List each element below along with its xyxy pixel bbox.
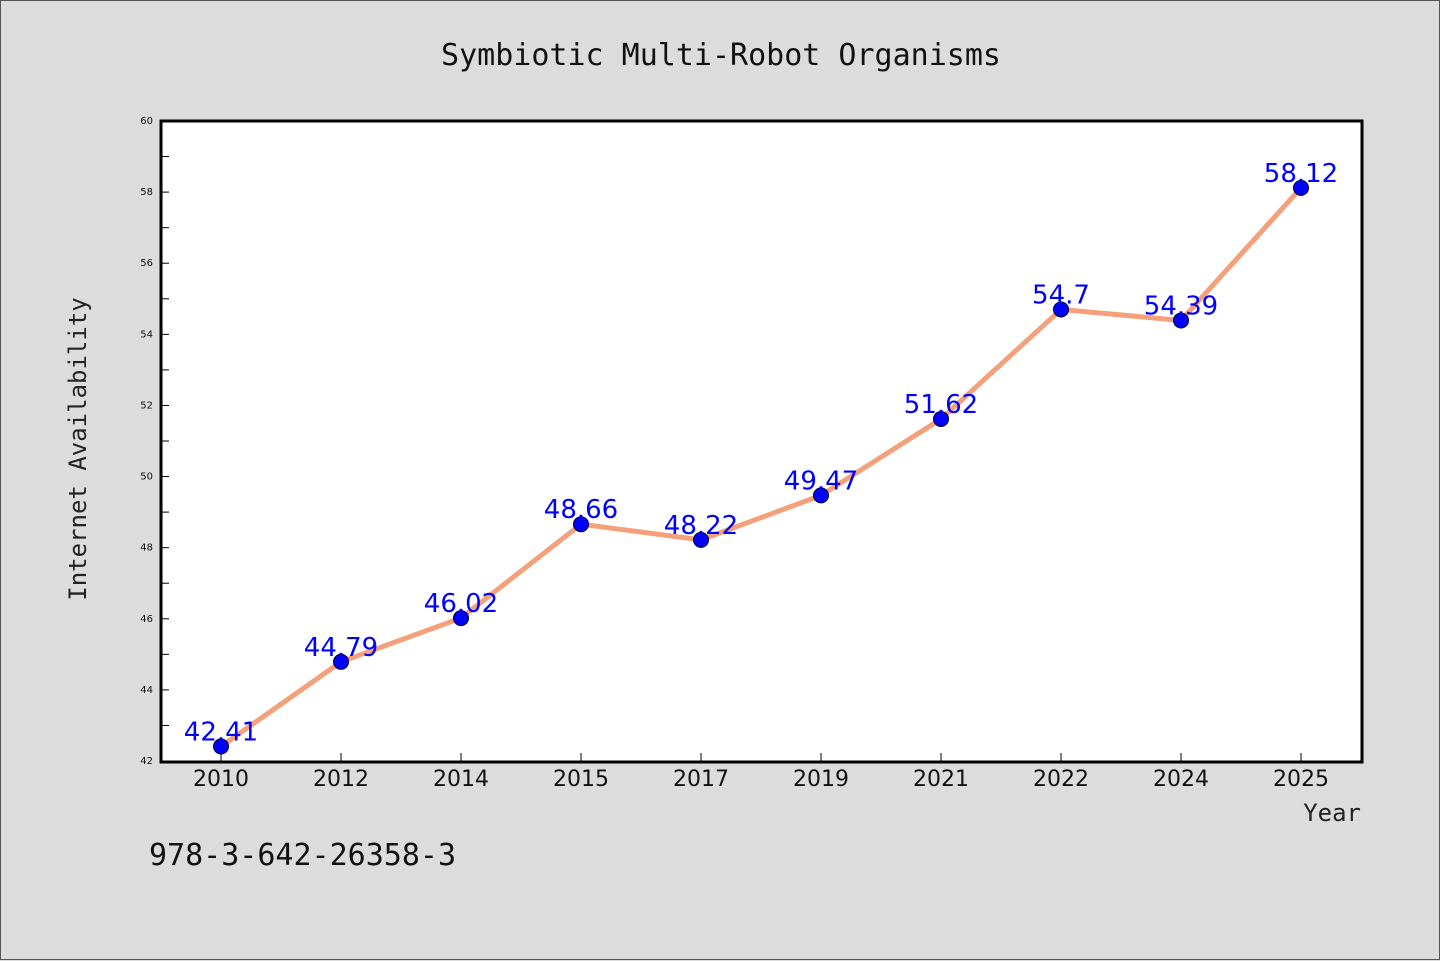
x-tick-label: 2010 — [193, 767, 249, 792]
x-tick-label: 2022 — [1033, 767, 1089, 792]
x-tick-label: 2015 — [553, 767, 609, 792]
y-tick-label: 50 — [140, 472, 153, 483]
data-label: 58.12 — [1264, 159, 1338, 189]
data-label: 48.66 — [544, 495, 618, 525]
data-point — [333, 653, 349, 670]
y-tick-label: 42 — [140, 756, 153, 767]
y-axis-ticks: 42 44 46 48 50 52 54 56 58 60 — [140, 116, 169, 767]
data-point — [933, 410, 949, 427]
isbn-text: 978-3-642-26358-3 — [149, 838, 456, 873]
y-tick-label: 44 — [140, 685, 153, 696]
data-point — [1293, 179, 1309, 196]
data-point — [213, 738, 229, 755]
data-point — [693, 531, 709, 548]
x-tick-label: 2014 — [433, 767, 489, 792]
data-label: 54.7 — [1032, 280, 1090, 310]
data-point — [573, 516, 589, 533]
data-labels: 42.41 44.79 46.02 48.66 48.22 49.47 51.62 54.7 5… — [184, 159, 1338, 748]
x-tick-label: 2012 — [313, 767, 369, 792]
y-tick-label: 54 — [140, 329, 153, 340]
series-line — [219, 186, 1303, 749]
chart-title: Symbiotic Multi-Robot Organisms — [441, 38, 1001, 73]
x-tick-label: 2017 — [673, 767, 729, 792]
y-tick-label: 56 — [140, 258, 153, 269]
y-tick-label: 46 — [140, 614, 153, 625]
data-point — [453, 610, 469, 627]
y-tick-label: 58 — [140, 187, 153, 198]
series-line-group — [213, 179, 1309, 755]
x-tick-label: 2024 — [1153, 767, 1209, 792]
x-tick-label: 2021 — [913, 767, 969, 792]
data-label: 51.62 — [904, 390, 978, 420]
x-axis-label: Year — [1303, 799, 1361, 827]
data-label: 42.41 — [184, 717, 258, 747]
data-label: 49.47 — [784, 466, 858, 496]
data-point — [1173, 312, 1189, 329]
data-point — [813, 487, 829, 504]
x-tick-label: 2025 — [1273, 767, 1329, 792]
y-axis-label: Internet Availability — [64, 297, 92, 600]
y-tick-label: 48 — [140, 543, 153, 554]
y-tick-label: 60 — [140, 116, 153, 127]
x-axis-ticks: 2010 2012 2014 2015 2017 2019 2021 2022 2024 2025 — [193, 753, 1329, 792]
data-label: 46.02 — [424, 589, 498, 619]
data-label: 44.79 — [304, 633, 378, 663]
data-label: 48.22 — [664, 511, 738, 541]
data-point — [1053, 301, 1069, 318]
x-tick-label: 2019 — [793, 767, 849, 792]
y-tick-label: 52 — [140, 400, 153, 411]
data-label: 54.39 — [1144, 291, 1218, 321]
